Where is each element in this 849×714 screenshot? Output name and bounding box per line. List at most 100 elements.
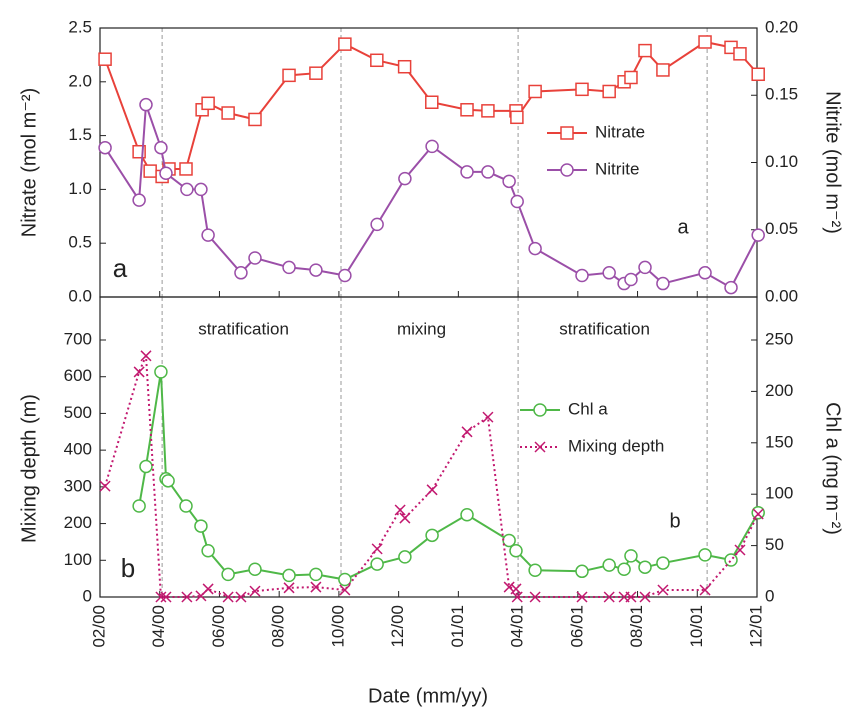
legend-label: Chl a [568,399,608,418]
marker [132,499,146,513]
marker [575,268,589,283]
marker [576,591,588,603]
marker [370,217,384,232]
y-tick-label: 200 [64,513,92,532]
region-label: mixing [397,319,446,338]
marker [234,266,248,280]
marker [617,562,631,576]
marker [425,139,439,154]
marker [194,519,208,533]
marker [510,194,524,209]
marker [398,171,412,186]
marker [751,228,765,242]
marker [639,591,651,603]
y-tick-label: 0 [83,586,92,605]
marker [370,53,384,68]
x-tick-label: 02/00 [89,605,108,648]
y2-tick-label: 0.15 [765,85,798,104]
marker [624,272,638,287]
marker [338,572,352,587]
panel-label: a [677,216,689,238]
marker [179,162,193,176]
x-tick-label: 04/00 [149,605,168,648]
y-tick-label: 0.0 [68,286,92,305]
marker [698,35,712,49]
y-tick-label: 1.5 [68,125,92,144]
marker [338,268,352,283]
marker [248,112,262,127]
panel-label: a [113,253,128,283]
marker [529,591,541,603]
plot-frame [99,296,758,598]
region-label: stratification [198,319,289,338]
marker [698,548,712,562]
marker [371,543,383,555]
marker [511,591,523,603]
marker [509,543,523,558]
marker [201,96,215,111]
marker [139,97,153,112]
marker [656,63,670,77]
marker [481,165,495,179]
marker [155,591,167,603]
marker [310,581,322,593]
marker [426,484,438,496]
marker [460,165,474,179]
marker [724,553,738,567]
marker [510,110,524,125]
y2-tick-label: 250 [765,329,793,348]
marker [159,166,173,181]
marker [624,70,638,85]
marker [248,251,262,265]
marker [98,140,112,155]
y2-tick-label: 0 [765,586,774,605]
y2-axis-label: Nitrite (mol m⁻²) [822,91,844,234]
marker [751,67,765,82]
x-tick-label: 06/01 [567,605,586,648]
panel-label: b [121,553,135,583]
marker [248,562,262,576]
marker [638,260,652,275]
marker [638,560,652,574]
legend-label: Nitrate [595,122,645,141]
x-tick-label: 10/00 [328,605,347,648]
y-tick-label: 700 [64,329,92,348]
marker [283,582,295,594]
y-tick-label: 1.0 [68,179,92,198]
marker [180,182,194,197]
x-tick-label: 04/01 [508,605,527,648]
y-tick-label: 100 [64,550,92,569]
marker [575,82,589,97]
marker [179,499,193,513]
marker [602,84,616,99]
marker [733,47,747,61]
marker [99,480,111,492]
legend-marker [560,126,574,140]
legend-label: Mixing depth [568,436,664,455]
marker [249,585,261,597]
marker [133,366,145,378]
marker [752,508,764,520]
marker [282,260,296,275]
marker [724,280,738,295]
marker [98,52,112,66]
marker [235,591,247,603]
x-tick-label: 12/00 [388,605,407,648]
marker [734,544,746,556]
marker [602,266,616,280]
legend-marker [534,441,546,453]
marker [201,228,215,242]
marker [575,564,589,579]
marker [339,584,351,596]
y2-tick-label: 100 [765,484,793,503]
marker [602,558,616,572]
legend-marker [560,163,574,177]
y2-tick-label: 0.00 [765,286,798,305]
y2-tick-label: 0.20 [765,17,798,36]
marker [751,505,765,520]
y2-tick-label: 50 [765,535,784,554]
legend-marker [533,403,547,417]
marker [161,474,175,488]
marker [338,37,352,51]
